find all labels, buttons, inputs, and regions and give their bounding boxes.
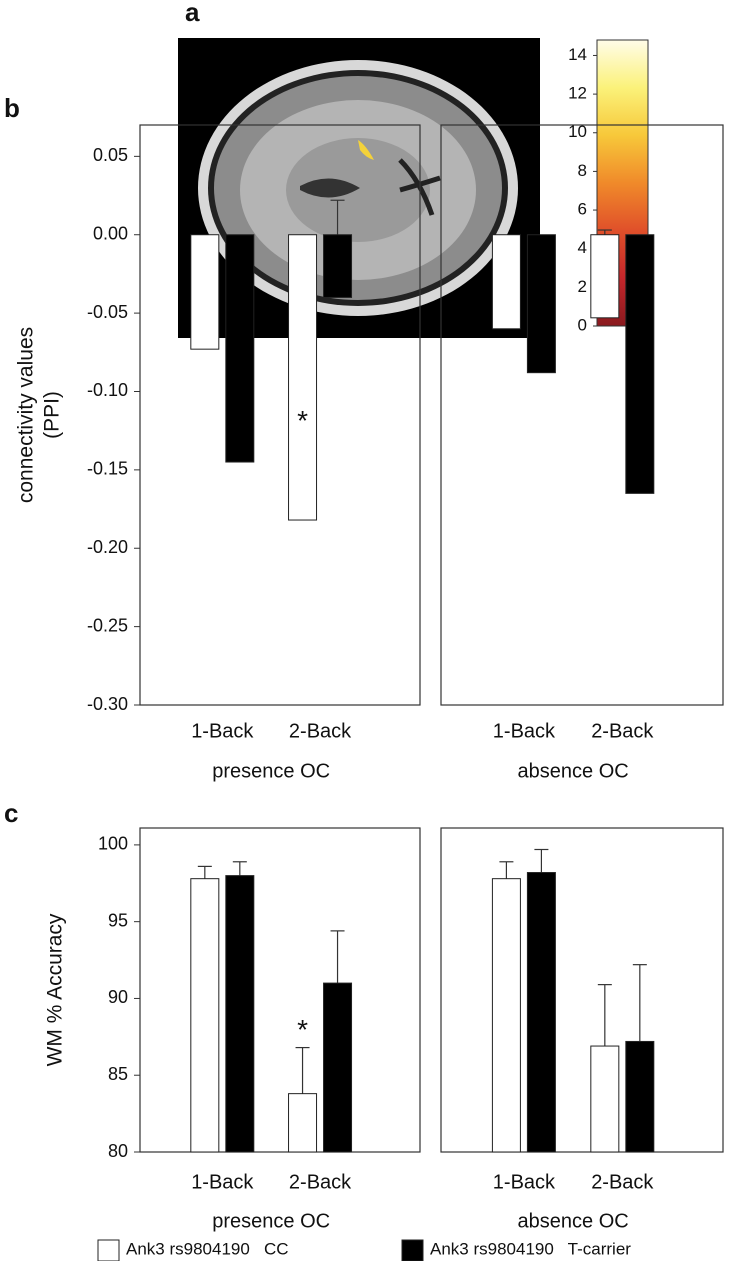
plot-frame — [440, 124, 724, 706]
colorbar-tick-label: 10 — [568, 122, 587, 141]
x-tick-label: 1-Back — [191, 1171, 254, 1193]
bar — [491, 234, 521, 330]
y-tick-label: 0.05 — [93, 145, 128, 165]
bar — [323, 982, 353, 1153]
y-tick-label: -0.30 — [87, 694, 128, 714]
plot-frame — [440, 827, 724, 1153]
y-tick-label: -0.10 — [87, 380, 128, 400]
legend-swatch — [97, 1239, 120, 1261]
bar — [288, 234, 318, 521]
colorbar-tick-label: 0 — [578, 315, 587, 334]
panel-label: b — [4, 93, 20, 123]
plot-frame — [139, 827, 421, 1153]
y-tick-label: 0.00 — [93, 223, 128, 243]
colorbar-tick-label: 12 — [568, 84, 587, 103]
bar — [590, 234, 620, 319]
colorbar-tick-label: 2 — [578, 277, 587, 296]
group-label: absence OC — [518, 760, 629, 782]
panel-label: c — [4, 798, 18, 828]
y-tick-label: -0.20 — [87, 537, 128, 557]
x-tick-label: 2-Back — [289, 1171, 352, 1193]
legend-swatch — [401, 1239, 424, 1261]
colorbar-tick-label: 14 — [568, 45, 587, 64]
y-tick-label: 90 — [108, 987, 128, 1007]
bar — [288, 1093, 318, 1153]
y-tick-label: -0.25 — [87, 615, 128, 635]
y-axis-label: (PPI) — [41, 391, 64, 439]
bar — [190, 234, 220, 350]
group-label: absence OC — [518, 1210, 629, 1232]
group-label: presence OC — [212, 1210, 330, 1232]
brain-image — [178, 38, 540, 338]
y-axis-label: WM % Accuracy — [44, 913, 67, 1066]
y-tick-label: -0.05 — [87, 302, 128, 322]
x-tick-label: 2-Back — [591, 1171, 654, 1193]
panel-label: a — [185, 0, 200, 27]
bar — [590, 1045, 620, 1153]
y-axis-label: connectivity values — [15, 327, 38, 503]
bar — [625, 234, 655, 494]
significance-marker: * — [297, 1014, 308, 1045]
x-tick-label: 2-Back — [591, 720, 654, 742]
colorbar-tick-label: 6 — [578, 200, 587, 219]
colorbar-tick-label: 4 — [578, 238, 587, 257]
bar — [526, 872, 556, 1153]
bar — [225, 234, 255, 463]
bar — [491, 878, 521, 1153]
bar — [526, 234, 556, 374]
y-tick-label: -0.15 — [87, 459, 128, 479]
y-tick-label: 85 — [108, 1064, 128, 1084]
legend-label: Ank3 rs9804190 CC — [126, 1239, 289, 1258]
significance-marker: * — [297, 405, 308, 436]
group-label: presence OC — [212, 760, 330, 782]
x-tick-label: 1-Back — [493, 1171, 556, 1193]
x-tick-label: 2-Back — [289, 720, 352, 742]
y-tick-label: 95 — [108, 910, 128, 930]
plot-frame — [139, 124, 421, 706]
bar — [190, 878, 220, 1153]
x-tick-label: 1-Back — [493, 720, 556, 742]
bar — [625, 1040, 655, 1153]
colorbar-tick-label: 8 — [578, 161, 587, 180]
y-tick-label: 100 — [98, 834, 128, 854]
y-tick-label: 80 — [108, 1141, 128, 1161]
bar — [225, 875, 255, 1153]
x-tick-label: 1-Back — [191, 720, 254, 742]
legend-label: Ank3 rs9804190 T-carrier — [430, 1239, 631, 1258]
bar — [323, 234, 353, 298]
